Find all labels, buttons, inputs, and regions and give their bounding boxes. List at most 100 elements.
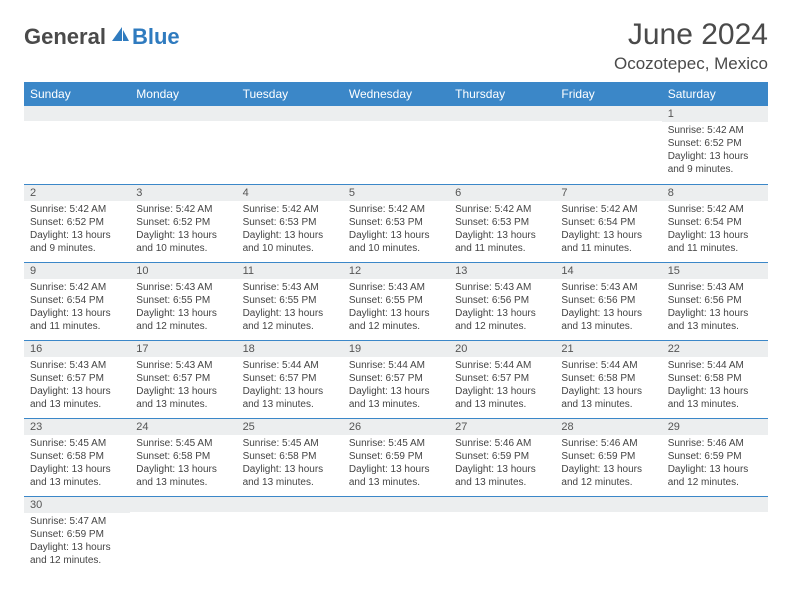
weekday-header: Sunday [24, 82, 130, 106]
day-number: 15 [662, 263, 768, 279]
sunset-text: Sunset: 6:55 PM [349, 294, 443, 307]
day-number: 24 [130, 419, 236, 435]
sunset-text: Sunset: 6:58 PM [243, 450, 337, 463]
calendar-cell: 1Sunrise: 5:42 AMSunset: 6:52 PMDaylight… [662, 106, 768, 184]
day-number: 22 [662, 341, 768, 357]
sunset-text: Sunset: 6:53 PM [349, 216, 443, 229]
day-number: 14 [555, 263, 661, 279]
sunset-text: Sunset: 6:58 PM [136, 450, 230, 463]
weekday-header: Thursday [449, 82, 555, 106]
daylight-text: Daylight: 13 hours and 10 minutes. [243, 229, 337, 255]
calendar-cell: 20Sunrise: 5:44 AMSunset: 6:57 PMDayligh… [449, 340, 555, 418]
day-number: 6 [449, 185, 555, 201]
calendar-cell [24, 106, 130, 184]
sunset-text: Sunset: 6:57 PM [349, 372, 443, 385]
sunrise-text: Sunrise: 5:42 AM [30, 281, 124, 294]
day-number [130, 106, 236, 121]
sunrise-text: Sunrise: 5:45 AM [243, 437, 337, 450]
daylight-text: Daylight: 13 hours and 11 minutes. [561, 229, 655, 255]
calendar-table: Sunday Monday Tuesday Wednesday Thursday… [24, 82, 768, 574]
day-details: Sunrise: 5:43 AMSunset: 6:57 PMDaylight:… [130, 357, 236, 415]
day-number: 26 [343, 419, 449, 435]
day-details: Sunrise: 5:44 AMSunset: 6:57 PMDaylight:… [343, 357, 449, 415]
sunset-text: Sunset: 6:55 PM [243, 294, 337, 307]
day-number: 8 [662, 185, 768, 201]
sunrise-text: Sunrise: 5:42 AM [30, 203, 124, 216]
calendar-cell: 15Sunrise: 5:43 AMSunset: 6:56 PMDayligh… [662, 262, 768, 340]
calendar-row: 23Sunrise: 5:45 AMSunset: 6:58 PMDayligh… [24, 418, 768, 496]
calendar-cell: 4Sunrise: 5:42 AMSunset: 6:53 PMDaylight… [237, 184, 343, 262]
logo-text-1: General [24, 24, 106, 50]
daylight-text: Daylight: 13 hours and 13 minutes. [30, 385, 124, 411]
day-number [24, 106, 130, 121]
sunrise-text: Sunrise: 5:46 AM [668, 437, 762, 450]
calendar-cell: 30Sunrise: 5:47 AMSunset: 6:59 PMDayligh… [24, 496, 130, 574]
sunrise-text: Sunrise: 5:43 AM [136, 359, 230, 372]
day-details: Sunrise: 5:46 AMSunset: 6:59 PMDaylight:… [449, 435, 555, 493]
day-details: Sunrise: 5:45 AMSunset: 6:58 PMDaylight:… [24, 435, 130, 493]
sunset-text: Sunset: 6:59 PM [668, 450, 762, 463]
calendar-row: 2 Sunrise: 5:42 AM Sunset: 6:52 PM Daylight… [24, 184, 768, 262]
sunset-text: Sunset: 6:57 PM [30, 372, 124, 385]
sunrise-text: Sunrise: 5:42 AM [668, 124, 762, 137]
sunset-text: Sunset: 6:58 PM [668, 372, 762, 385]
day-details: Sunrise: 5:43 AMSunset: 6:57 PMDaylight:… [24, 357, 130, 415]
sunset-text: Sunset: 6:54 PM [561, 216, 655, 229]
day-details: Sunrise: 5:42 AMSunset: 6:53 PMDaylight:… [449, 201, 555, 259]
day-details: Sunrise: 5:42 AMSunset: 6:53 PMDaylight:… [237, 201, 343, 259]
calendar-cell: 23Sunrise: 5:45 AMSunset: 6:58 PMDayligh… [24, 418, 130, 496]
calendar-cell: 17Sunrise: 5:43 AMSunset: 6:57 PMDayligh… [130, 340, 236, 418]
weekday-header: Monday [130, 82, 236, 106]
day-number: 23 [24, 419, 130, 435]
sunset-text: Sunset: 6:58 PM [561, 372, 655, 385]
daylight-text: Daylight: 13 hours and 12 minutes. [136, 307, 230, 333]
day-number: 12 [343, 263, 449, 279]
day-number [449, 497, 555, 512]
day-number [343, 497, 449, 512]
day-details: Sunrise: 5:44 AMSunset: 6:58 PMDaylight:… [555, 357, 661, 415]
calendar-cell [237, 496, 343, 574]
sunrise-text: Sunrise: 5:46 AM [561, 437, 655, 450]
daylight-text: Daylight: 13 hours and 12 minutes. [668, 463, 762, 489]
sunrise-text: Sunrise: 5:45 AM [30, 437, 124, 450]
daylight-text: Daylight: 13 hours and 13 minutes. [349, 463, 443, 489]
day-number: 3 [130, 185, 236, 201]
day-details: Sunrise: 5:42 AMSunset: 6:53 PMDaylight:… [343, 201, 449, 259]
day-details: Sunrise: 5:46 AMSunset: 6:59 PMDaylight:… [555, 435, 661, 493]
day-number: 27 [449, 419, 555, 435]
daylight-text: Daylight: 13 hours and 12 minutes. [30, 541, 124, 567]
day-number: 2 [24, 185, 130, 201]
day-number: 9 [24, 263, 130, 279]
sunrise-text: Sunrise: 5:43 AM [455, 281, 549, 294]
sunset-text: Sunset: 6:57 PM [455, 372, 549, 385]
calendar-row: 30Sunrise: 5:47 AMSunset: 6:59 PMDayligh… [24, 496, 768, 574]
day-number [130, 497, 236, 512]
day-details: Sunrise: 5:45 AMSunset: 6:59 PMDaylight:… [343, 435, 449, 493]
calendar-cell: 7Sunrise: 5:42 AMSunset: 6:54 PMDaylight… [555, 184, 661, 262]
day-number: 16 [24, 341, 130, 357]
sunrise-text: Sunrise: 5:43 AM [30, 359, 124, 372]
calendar-cell: 13Sunrise: 5:43 AMSunset: 6:56 PMDayligh… [449, 262, 555, 340]
day-number: 7 [555, 185, 661, 201]
day-details: Sunrise: 5:42 AMSunset: 6:52 PMDaylight:… [662, 122, 768, 180]
daylight-text: Daylight: 13 hours and 13 minutes. [136, 385, 230, 411]
calendar-cell [343, 106, 449, 184]
day-number: 13 [449, 263, 555, 279]
daylight-text: Daylight: 13 hours and 13 minutes. [668, 385, 762, 411]
sunrise-text: Sunrise: 5:42 AM [455, 203, 549, 216]
daylight-text: Daylight: 13 hours and 12 minutes. [243, 307, 337, 333]
day-number: 21 [555, 341, 661, 357]
day-details: Sunrise: 5:43 AMSunset: 6:55 PMDaylight:… [237, 279, 343, 337]
daylight-text: Daylight: 13 hours and 13 minutes. [136, 463, 230, 489]
header: General Blue June 2024 Ocozotepec, Mexic… [24, 18, 768, 74]
day-number: 10 [130, 263, 236, 279]
daylight-text: Daylight: 13 hours and 11 minutes. [30, 307, 124, 333]
sunset-text: Sunset: 6:52 PM [136, 216, 230, 229]
daylight-text: Daylight: 13 hours and 13 minutes. [561, 385, 655, 411]
sunset-text: Sunset: 6:59 PM [349, 450, 443, 463]
day-details: Sunrise: 5:43 AMSunset: 6:56 PMDaylight:… [555, 279, 661, 337]
sunrise-text: Sunrise: 5:43 AM [668, 281, 762, 294]
sunrise-text: Sunrise: 5:43 AM [349, 281, 443, 294]
sunrise-text: Sunrise: 5:42 AM [668, 203, 762, 216]
sunset-text: Sunset: 6:59 PM [30, 528, 124, 541]
